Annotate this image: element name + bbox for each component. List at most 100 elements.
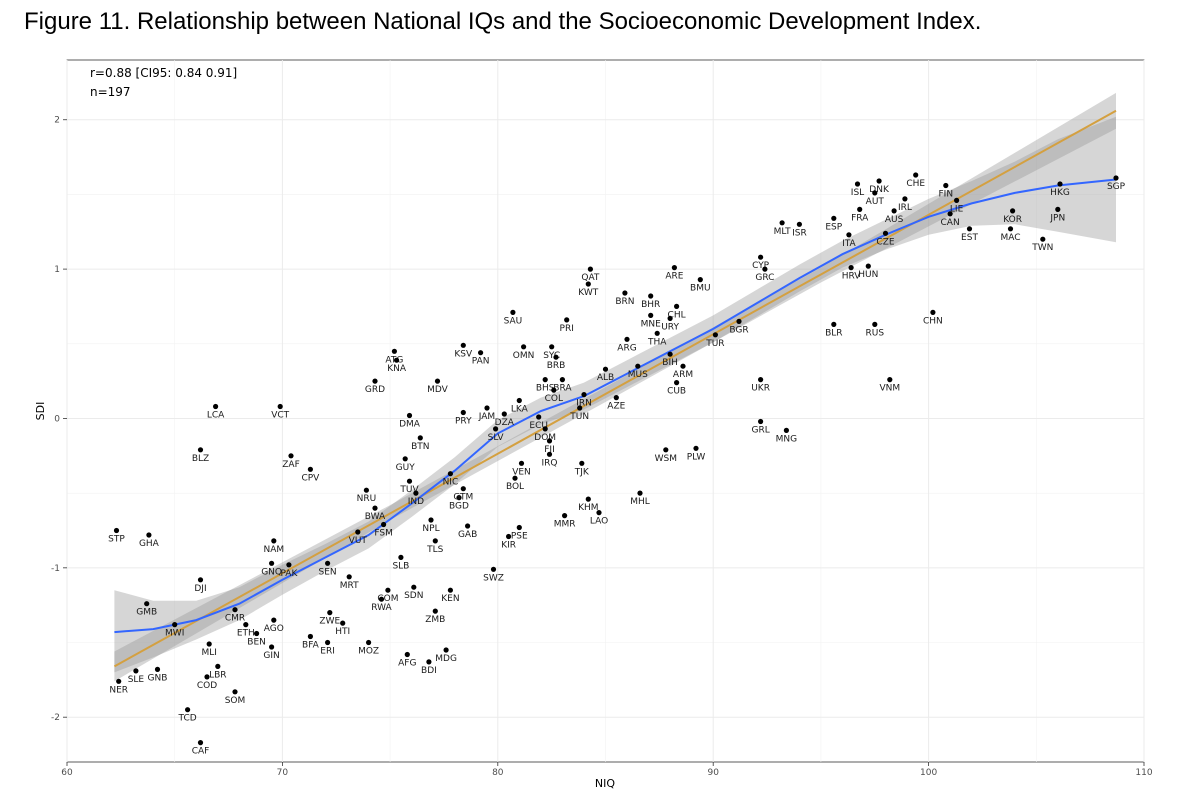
point-marker [648,312,654,318]
point-label: BHS [536,384,555,394]
data-point: TCD [178,707,197,724]
point-label: ZAF [282,460,300,470]
point-marker [637,490,643,496]
point-label: MMR [554,520,576,530]
x-tick-label: 90 [707,768,719,778]
data-point: BLR [825,321,843,338]
point-label: BLR [825,328,842,338]
point-label: TJK [574,467,590,477]
point-marker [434,378,441,384]
data-point: LAO [590,509,608,527]
point-label: FSM [374,529,393,539]
point-label: TUR [705,339,724,349]
point-label: VEN [512,467,531,477]
point-marker [144,601,150,607]
point-label: STP [108,535,125,545]
point-marker [213,403,219,410]
point-marker [185,707,191,713]
point-marker [460,486,466,492]
point-label: HTI [335,627,350,637]
point-label: RWA [371,603,392,613]
data-point: CPV [301,466,320,483]
point-label: MNG [776,434,797,444]
point-label: CAF [192,747,210,757]
data-point: IRL [898,196,912,213]
point-marker [577,405,583,411]
data-point: CUB [667,380,686,397]
point-marker [411,584,417,590]
data-point: BFA [302,633,320,651]
point-marker [269,560,275,566]
point-label: PSE [511,532,528,542]
point-marker [693,445,699,451]
data-point: MLT [774,220,791,237]
point-marker [113,527,120,534]
fit-lines [113,109,1117,668]
point-marker [206,641,212,647]
point-label: BTN [411,442,429,452]
point-label: CPV [301,473,320,483]
data-point: AFG [398,651,416,669]
point-label: IRQ [542,458,558,468]
point-label: MLI [201,648,216,658]
data-point: GNQ [261,560,282,577]
data-point: CMR [225,607,245,624]
point-marker [413,490,419,496]
point-marker [197,447,204,453]
x-tick-label: 80 [492,768,504,778]
data-point: OMN [513,344,534,361]
point-marker [551,387,557,393]
data-point: BRN [615,290,634,307]
point-label: PRY [455,417,472,427]
point-marker [872,321,878,327]
point-label: GIN [263,651,279,661]
y-tick-label: 0 [54,414,60,424]
confidence-bands [114,92,1116,682]
point-label: CZE [876,237,894,247]
data-point: BWA [365,505,386,522]
data-point: CHL [668,303,686,320]
data-point: DJI [194,577,207,594]
point-marker [857,206,863,212]
data-point: BHR [641,293,660,310]
data-point: NAM [263,538,284,555]
point-marker [518,460,525,466]
data-point: SLE [128,668,144,685]
point-marker [596,509,602,516]
point-marker [758,418,764,425]
point-label: BRA [553,384,572,394]
axis-ticks: 60 70 80 90 100 110 -2 -1 0 1 2 [51,116,1153,778]
point-label: ESP [825,222,842,232]
point-label: GRL [751,426,769,436]
point-marker [490,566,497,572]
point-label: KWT [578,288,598,298]
point-marker [542,377,548,383]
point-label: DMA [399,420,421,430]
data-point: NRU [357,487,376,504]
data-point: EST [961,226,978,243]
point-label: BOL [506,482,524,492]
y-tick-label: -2 [51,713,60,723]
point-marker [197,740,204,746]
point-label: NPL [422,524,439,534]
point-label: ETH [237,629,255,639]
x-tick-label: 70 [277,768,289,778]
point-marker [402,456,408,462]
point-label: MNE [641,319,661,329]
point-marker [585,496,591,502]
point-label: ERI [320,647,335,657]
data-point: IRN [576,392,592,409]
data-point: MAC [1000,226,1021,243]
point-marker [947,211,953,217]
point-label: BIH [662,358,678,368]
point-marker [602,366,609,372]
data-point: MHL [630,490,650,507]
point-label: WSM [655,454,677,464]
data-point: GNB [148,666,167,683]
data-point: KSV [454,342,473,359]
figure-title: Figure 11. Relationship between National… [24,8,982,35]
point-marker [391,348,397,354]
point-label: DJI [194,584,206,594]
point-marker [456,495,462,501]
